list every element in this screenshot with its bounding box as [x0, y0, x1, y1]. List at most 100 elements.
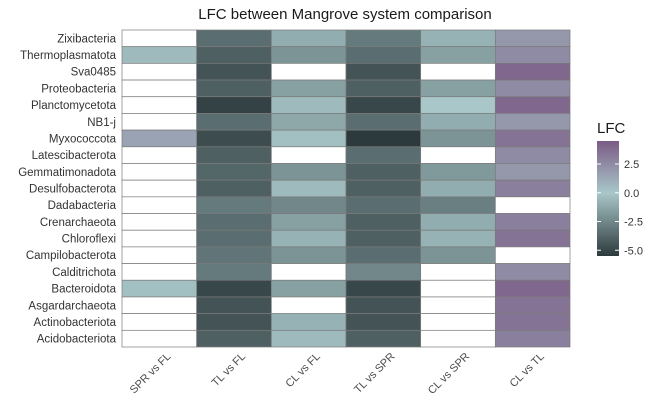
heatmap-cell [494, 113, 571, 131]
heatmap-cell [494, 179, 571, 198]
column-label: TL vs FL [210, 351, 248, 389]
heatmap-cell [420, 46, 496, 64]
row-label: NB1-j [87, 117, 116, 129]
heatmap-cell [420, 179, 496, 198]
heatmap-cell [121, 246, 198, 264]
heatmap-cell [494, 46, 571, 64]
heatmap-cell [420, 279, 496, 298]
heatmap-cell [196, 296, 272, 314]
row-labels: Zixibacteria Thermoplasmatota Sva0485 Prote… [18, 33, 116, 345]
heatmap-cell [196, 79, 272, 98]
row-label: Calditrichota [52, 267, 117, 279]
heatmap-cell [420, 196, 496, 214]
heatmap-cell [494, 129, 571, 148]
heatmap-cell [196, 279, 272, 298]
heatmap-cell [270, 229, 347, 248]
heatmap-cell [494, 313, 571, 331]
heatmap-cell [196, 146, 272, 164]
heatmap-cell [270, 79, 347, 98]
heatmap-cell [270, 246, 347, 264]
heatmap-cell [121, 313, 198, 331]
heatmap-cell [494, 163, 571, 181]
row-label: Chloroflexi [62, 234, 116, 246]
heatmap-cell [121, 46, 198, 64]
heatmap-cells [121, 29, 571, 348]
heatmap-cell [121, 229, 198, 248]
heatmap-cell [420, 313, 496, 331]
row-label: Zixibacteria [57, 33, 116, 45]
heatmap-cell [420, 329, 496, 348]
heatmap-cell [420, 296, 496, 314]
heatmap-cell [196, 329, 272, 348]
heatmap-cell [494, 229, 571, 248]
heatmap-cell [494, 213, 571, 231]
heatmap-cell [420, 229, 496, 248]
heatmap-cell [270, 213, 347, 231]
heatmap-cell [270, 263, 347, 281]
heatmap-cell [270, 196, 347, 214]
row-label: Dadabacteria [48, 200, 117, 212]
heatmap-cell [420, 163, 496, 181]
heatmap-cell [420, 146, 496, 164]
heatmap-cell [121, 163, 198, 181]
heatmap-cell [420, 79, 496, 98]
heatmap-cell [121, 79, 198, 98]
heatmap-cell [494, 263, 571, 281]
heatmap-cell [270, 46, 347, 64]
heatmap-cell [121, 63, 198, 81]
heatmap-cell [494, 246, 571, 264]
heatmap-cell [494, 329, 571, 348]
heatmap-cell [121, 196, 198, 214]
row-label: Bacteroidota [51, 284, 116, 296]
heatmap-cell [345, 263, 422, 281]
row-label: Thermoplasmatota [20, 50, 116, 62]
column-label: SPR vs FL [128, 351, 174, 397]
heatmap-cell [270, 163, 347, 181]
column-labels: SPR vs FL TL vs FL CL vs FL TL vs SPR CL vs … [128, 351, 547, 397]
heatmap-cell [196, 213, 272, 231]
heatmap-cell [121, 29, 198, 48]
heatmap-cell [270, 146, 347, 164]
heatmap-cell [121, 146, 198, 164]
heatmap-cell [494, 279, 571, 298]
legend-colorbar [597, 141, 619, 256]
heatmap-cell [345, 229, 422, 248]
row-label: Proteobacteria [41, 83, 116, 95]
column-label: CL vs TL [508, 351, 547, 390]
heatmap-cell [345, 296, 422, 314]
column-label: CL vs SPR [426, 351, 472, 397]
heatmap-cell [345, 46, 422, 64]
heatmap-cell [420, 96, 496, 114]
heatmap-cell [420, 263, 496, 281]
heatmap-cell [345, 129, 422, 148]
legend-title: LFC [597, 120, 626, 137]
row-label: Planctomycetota [31, 100, 117, 112]
heatmap-cell [196, 313, 272, 331]
heatmap-cell [345, 213, 422, 231]
heatmap-cell [345, 313, 422, 331]
heatmap-cell [345, 163, 422, 181]
heatmap-cell [494, 96, 571, 114]
legend: LFC 2.5 0.0 -2.5 -5.0 [597, 120, 643, 257]
heatmap-cell [345, 63, 422, 81]
heatmap-cell [270, 296, 347, 314]
row-label: Gemmatimonadota [18, 167, 116, 179]
row-label: Asgardarchaeota [28, 300, 116, 312]
legend-ticks: 2.5 0.0 -2.5 -5.0 [597, 159, 643, 257]
heatmap-cell [121, 263, 198, 281]
column-label: TL vs SPR [352, 351, 397, 396]
row-label: Sva0485 [71, 67, 116, 79]
heatmap-cell [196, 129, 272, 148]
heatmap-cell [196, 263, 272, 281]
heatmap-cell [270, 113, 347, 131]
heatmap-cell [196, 63, 272, 81]
heatmap-cell [420, 213, 496, 231]
row-label: Actinobacteriota [34, 317, 117, 329]
heatmap-cell [270, 29, 347, 48]
heatmap-cell [270, 313, 347, 331]
heatmap-cell [494, 296, 571, 314]
heatmap-cell [345, 29, 422, 48]
heatmap-cell [196, 96, 272, 114]
heatmap-cell [494, 79, 571, 98]
